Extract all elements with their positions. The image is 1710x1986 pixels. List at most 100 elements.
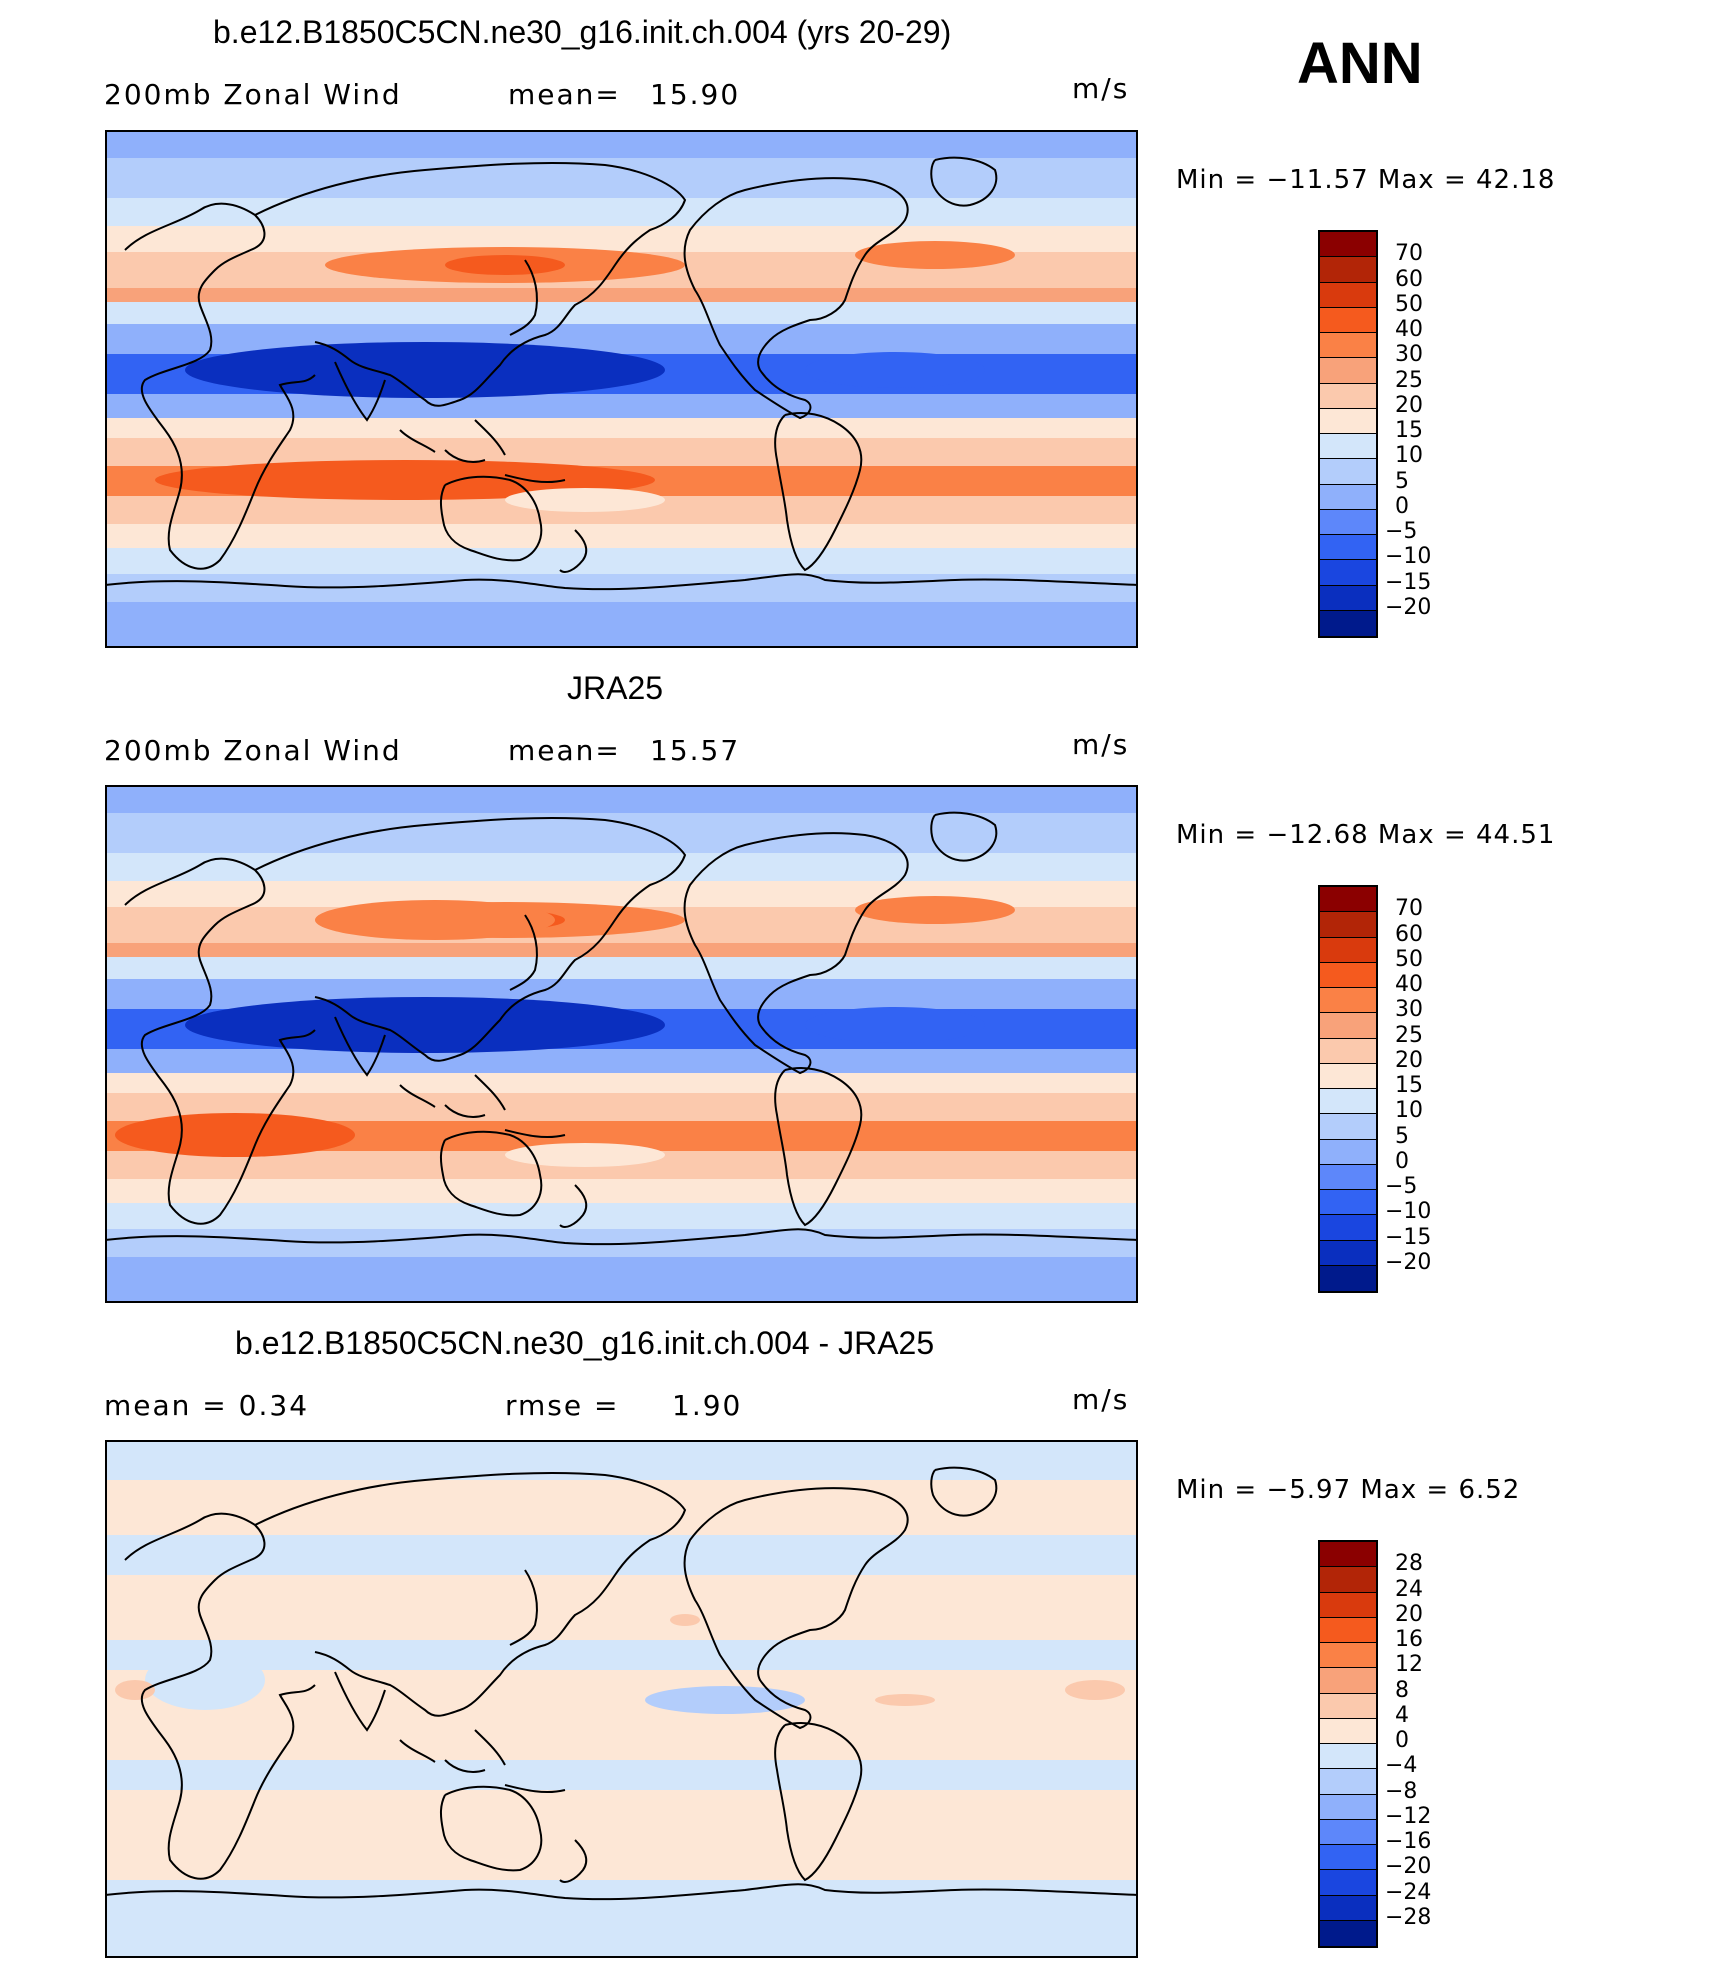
colorbar-swatch bbox=[1320, 1718, 1376, 1744]
band-south-high bbox=[105, 548, 1138, 574]
diff-negative-africa bbox=[145, 1650, 265, 1710]
colorbar-level-label: 60 bbox=[1395, 266, 1423, 292]
coastline bbox=[439, 1785, 543, 1872]
coastline bbox=[254, 1471, 687, 1717]
colorbar-level-label: 0 bbox=[1395, 1728, 1409, 1753]
colorbar-level-label: −16 bbox=[1385, 1829, 1432, 1854]
coastline bbox=[399, 1729, 566, 1794]
panel1-units: m/s bbox=[1072, 72, 1130, 105]
band-north-mid bbox=[105, 853, 1138, 881]
colorbar-swatch bbox=[1320, 1693, 1376, 1719]
colorbar-swatch bbox=[1320, 1139, 1376, 1165]
colorbar-level-label: 40 bbox=[1395, 972, 1423, 997]
colorbar-swatch bbox=[1320, 1794, 1376, 1820]
panel3-title: b.e12.B1850C5CN.ne30_g16.init.ch.004 - J… bbox=[235, 1325, 935, 1361]
coastline bbox=[124, 202, 316, 570]
panel2-map bbox=[105, 785, 1138, 1303]
coastlines bbox=[105, 811, 1138, 1246]
southern-jet-core bbox=[155, 460, 655, 500]
band-polar-south bbox=[105, 602, 1138, 648]
tropical-easterlies bbox=[185, 342, 665, 398]
colorbar-swatch bbox=[1320, 232, 1376, 258]
band-tropic-north bbox=[105, 979, 1138, 1009]
coastline bbox=[683, 177, 909, 420]
band-south-jet-outer bbox=[105, 438, 1138, 466]
colorbar-swatch bbox=[1320, 988, 1376, 1014]
colorbar-swatch bbox=[1320, 535, 1376, 561]
colorbar-swatch bbox=[1320, 610, 1376, 636]
diff-band-3 bbox=[105, 1640, 1138, 1670]
diff-band-1 bbox=[105, 1440, 1138, 1480]
colorbar-level-label: 30 bbox=[1395, 997, 1423, 1023]
coastline bbox=[124, 857, 316, 1225]
coastline bbox=[774, 1067, 863, 1227]
band-tropic-north bbox=[105, 324, 1138, 354]
coastline bbox=[124, 1512, 316, 1880]
coastline bbox=[559, 1184, 588, 1228]
colorbar-swatch bbox=[1320, 257, 1376, 283]
colorbar-swatch bbox=[1320, 1542, 1376, 1568]
panel1-mean-value: 15.90 bbox=[650, 78, 741, 111]
colorbar-swatch bbox=[1320, 383, 1376, 409]
colorbar-swatch bbox=[1320, 1089, 1376, 1115]
coastline bbox=[399, 419, 566, 484]
band-north-high bbox=[105, 813, 1138, 853]
diff-positive-1 bbox=[670, 1614, 700, 1626]
colorbar-level-label: 60 bbox=[1395, 921, 1423, 947]
band-polar-south bbox=[105, 1257, 1138, 1303]
diff-band-2 bbox=[105, 1535, 1138, 1575]
background-band bbox=[105, 1440, 1138, 1958]
colorbar-swatch bbox=[1320, 560, 1376, 586]
coastline bbox=[399, 1074, 566, 1139]
colorbar-level-label: −8 bbox=[1385, 1778, 1418, 1804]
band-subtropic-north bbox=[105, 302, 1138, 324]
colorbar-level-label: −12 bbox=[1385, 1803, 1432, 1829]
colorbar-level-label: 25 bbox=[1395, 1022, 1423, 1048]
band-south-jet-edge bbox=[105, 1073, 1138, 1093]
colorbar-level-label: 16 bbox=[1395, 1627, 1423, 1652]
colorbar-swatch bbox=[1320, 1668, 1376, 1694]
tropical-easterlies bbox=[185, 997, 665, 1053]
south-pacific-minimum bbox=[505, 488, 665, 512]
colorbar-level-label: 0 bbox=[1395, 1148, 1409, 1174]
colorbar-swatch bbox=[1320, 1819, 1376, 1845]
colorbar-level-label: −28 bbox=[1385, 1904, 1432, 1930]
colorbar-swatch bbox=[1320, 1190, 1376, 1216]
colorbar-level-label: 28 bbox=[1395, 1551, 1423, 1577]
asian-jet-ext bbox=[315, 900, 555, 940]
colorbar-swatch bbox=[1320, 1592, 1376, 1618]
colorbar-swatch bbox=[1320, 1215, 1376, 1241]
colorbar-level-label: 15 bbox=[1395, 1073, 1423, 1098]
colorbar-level-label: −10 bbox=[1385, 544, 1432, 570]
band-north-jet-core bbox=[105, 943, 1138, 957]
colorbar-swatch bbox=[1320, 1063, 1376, 1089]
coastlines bbox=[105, 1466, 1138, 1901]
map-frame bbox=[105, 785, 1138, 1303]
colorbar-level-label: 10 bbox=[1395, 1098, 1423, 1124]
colorbar-level-label: 24 bbox=[1395, 1576, 1423, 1602]
coastline bbox=[774, 1722, 863, 1882]
coastline bbox=[774, 412, 863, 572]
panel1-colorbar bbox=[1318, 230, 1378, 638]
panel2-units: m/s bbox=[1072, 728, 1130, 761]
colorbar-swatch bbox=[1320, 333, 1376, 359]
coastline bbox=[105, 1883, 1138, 1901]
panel3-units: m/s bbox=[1072, 1383, 1130, 1416]
coastline bbox=[334, 361, 386, 422]
colorbar-level-label: 50 bbox=[1395, 946, 1423, 972]
colorbar-level-label: 50 bbox=[1395, 291, 1423, 317]
diff-positive-3 bbox=[1065, 1680, 1125, 1700]
colorbar-level-label: 15 bbox=[1395, 418, 1423, 443]
coastline bbox=[105, 1228, 1138, 1246]
colorbar-level-label: 30 bbox=[1395, 342, 1423, 368]
colorbar-level-label: 5 bbox=[1395, 1123, 1409, 1149]
band-north-mid bbox=[105, 198, 1138, 226]
colorbar-level-label: −24 bbox=[1385, 1879, 1432, 1905]
colorbar-level-label: 12 bbox=[1395, 1652, 1423, 1678]
colorbar-level-label: 70 bbox=[1395, 241, 1423, 267]
colorbar-level-label: 20 bbox=[1395, 392, 1423, 418]
coastline bbox=[509, 1569, 538, 1646]
colorbar-level-label: −20 bbox=[1385, 1854, 1432, 1880]
colorbar-level-label: 20 bbox=[1395, 1601, 1423, 1627]
colorbar-swatch bbox=[1320, 1265, 1376, 1291]
